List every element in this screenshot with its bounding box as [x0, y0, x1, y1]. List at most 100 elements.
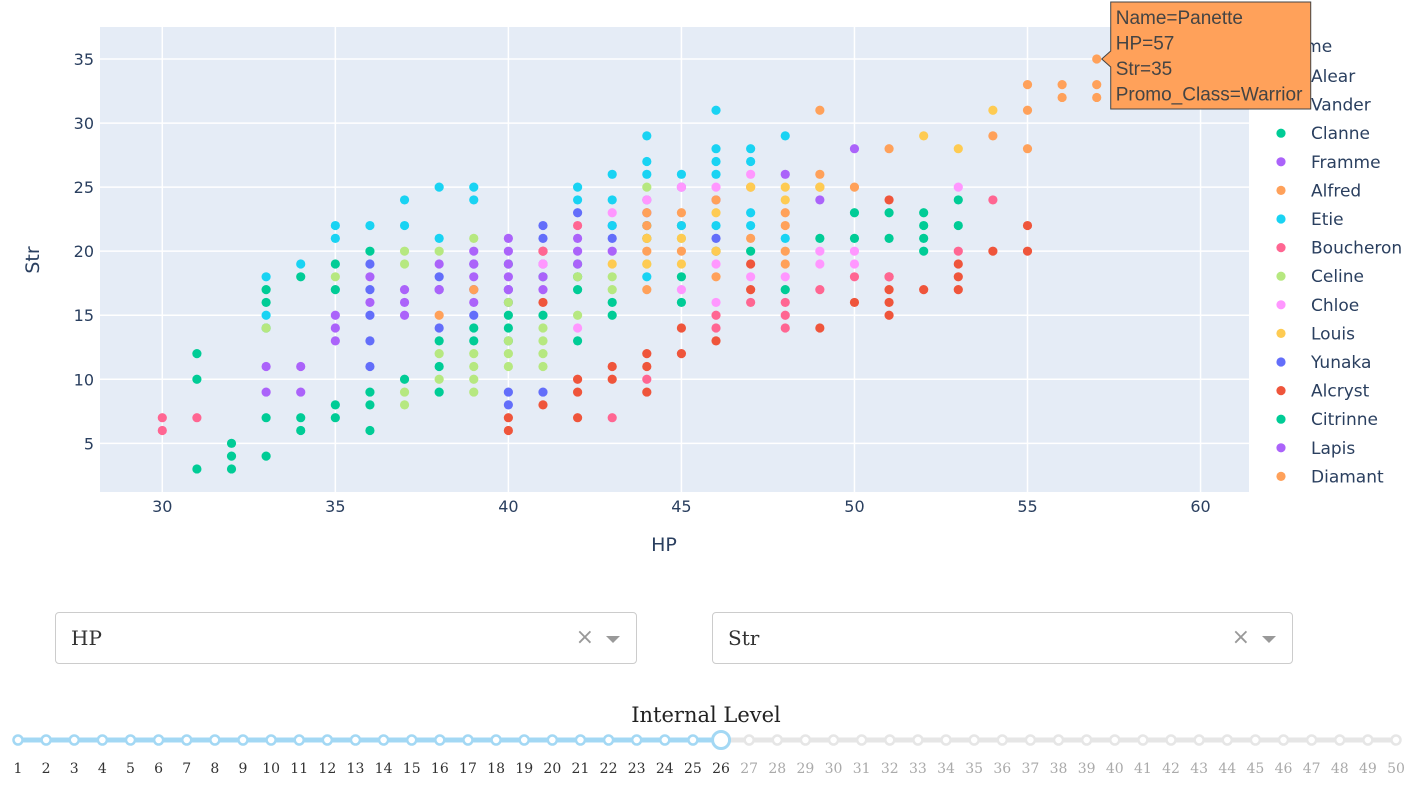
slider-step-dot[interactable]: [96, 734, 109, 746]
data-point[interactable]: [884, 285, 894, 295]
data-point[interactable]: [399, 195, 410, 205]
data-point[interactable]: [365, 259, 375, 269]
data-point[interactable]: [746, 156, 756, 167]
slider-mark-label[interactable]: 22: [600, 761, 618, 777]
slider-mark-label[interactable]: 40: [1106, 761, 1124, 777]
slider-step-dot[interactable]: [827, 734, 840, 746]
data-point[interactable]: [607, 195, 617, 205]
data-point[interactable]: [988, 195, 998, 205]
data-point[interactable]: [261, 387, 271, 397]
data-point[interactable]: [469, 310, 479, 320]
data-point[interactable]: [296, 272, 306, 282]
data-point[interactable]: [780, 259, 790, 269]
data-point[interactable]: [884, 310, 894, 320]
legend-item[interactable]: Etie: [1276, 210, 1344, 230]
data-point[interactable]: [538, 220, 548, 231]
data-point[interactable]: [572, 310, 583, 320]
data-point[interactable]: [711, 259, 721, 269]
slider-step-dot[interactable]: [124, 734, 137, 746]
slider-mark-label[interactable]: 1: [14, 761, 23, 777]
data-point[interactable]: [538, 336, 548, 346]
data-point[interactable]: [503, 285, 513, 295]
slider-mark-label[interactable]: 38: [1050, 761, 1068, 777]
data-point[interactable]: [330, 220, 340, 231]
data-points[interactable]: [157, 54, 1102, 474]
data-point[interactable]: [780, 323, 790, 333]
data-point[interactable]: [503, 246, 513, 256]
legend-item[interactable]: Alfred: [1276, 181, 1361, 201]
data-point[interactable]: [746, 259, 756, 269]
data-point[interactable]: [746, 233, 756, 243]
data-point[interactable]: [988, 105, 998, 115]
data-point[interactable]: [815, 246, 825, 256]
slider-mark-label[interactable]: 37: [1021, 761, 1039, 777]
slider-mark-label[interactable]: 2: [42, 761, 51, 777]
data-point[interactable]: [711, 323, 721, 333]
slider-step-dot[interactable]: [996, 734, 1009, 746]
slider-step-dot[interactable]: [68, 734, 80, 746]
data-point[interactable]: [469, 259, 479, 269]
slider-mark-label[interactable]: 41: [1134, 761, 1152, 777]
slider-step-dot[interactable]: [1277, 734, 1290, 746]
data-point[interactable]: [919, 285, 929, 295]
slider-mark-label[interactable]: 49: [1359, 761, 1377, 777]
slider-step-dot[interactable]: [743, 734, 755, 746]
slider-mark-label[interactable]: 14: [375, 761, 393, 777]
data-point[interactable]: [330, 285, 340, 295]
slider-mark-label[interactable]: 17: [459, 761, 477, 777]
legend-item[interactable]: Diamant: [1276, 467, 1384, 487]
data-point[interactable]: [296, 387, 306, 397]
data-point[interactable]: [572, 387, 583, 397]
data-point[interactable]: [711, 182, 721, 192]
legend[interactable]: NameAlearVanderClanneFrammeAlfredEtieBou…: [1276, 37, 1402, 487]
data-point[interactable]: [261, 361, 271, 372]
data-point[interactable]: [503, 272, 513, 282]
data-point[interactable]: [1092, 54, 1102, 64]
slider-step-dot[interactable]: [1362, 734, 1374, 746]
data-point[interactable]: [780, 272, 790, 282]
data-point[interactable]: [1022, 246, 1033, 256]
data-point[interactable]: [399, 246, 410, 256]
data-point[interactable]: [780, 208, 790, 218]
data-point[interactable]: [469, 285, 479, 295]
data-point[interactable]: [399, 400, 410, 410]
slider-step-dot[interactable]: [1305, 734, 1318, 746]
data-point[interactable]: [572, 208, 583, 218]
data-point[interactable]: [572, 374, 583, 384]
data-point[interactable]: [192, 374, 202, 384]
data-point[interactable]: [607, 259, 617, 269]
data-point[interactable]: [1057, 80, 1067, 90]
data-point[interactable]: [642, 233, 652, 243]
data-point[interactable]: [434, 336, 444, 346]
data-point[interactable]: [399, 374, 410, 384]
data-point[interactable]: [538, 400, 548, 410]
data-point[interactable]: [469, 361, 479, 372]
slider-step-dot[interactable]: [968, 734, 980, 746]
data-point[interactable]: [815, 195, 825, 205]
x-axis-dropdown[interactable]: HP ×: [55, 612, 637, 664]
data-point[interactable]: [953, 285, 963, 295]
slider-handle[interactable]: [711, 730, 732, 750]
data-point[interactable]: [572, 285, 583, 295]
slider-step-dot[interactable]: [1334, 734, 1346, 746]
data-point[interactable]: [607, 310, 617, 320]
slider-mark-label[interactable]: 50: [1387, 761, 1405, 777]
legend-item[interactable]: Celine: [1276, 267, 1364, 287]
data-point[interactable]: [330, 400, 340, 410]
data-point[interactable]: [642, 349, 652, 359]
data-point[interactable]: [330, 323, 340, 333]
slider-mark-label[interactable]: 15: [403, 761, 421, 777]
data-point[interactable]: [607, 374, 617, 384]
data-point[interactable]: [746, 297, 756, 308]
legend-item[interactable]: Chloe: [1276, 296, 1359, 316]
legend-item[interactable]: Framme: [1276, 153, 1381, 173]
legend-item[interactable]: Boucheron: [1276, 239, 1402, 259]
slider-mark-label[interactable]: 44: [1218, 761, 1236, 777]
chevron-down-icon[interactable]: [606, 636, 620, 643]
slider-step-dot[interactable]: [1024, 734, 1037, 746]
data-point[interactable]: [642, 220, 652, 231]
slider-step-dot[interactable]: [180, 734, 193, 746]
data-point[interactable]: [365, 310, 375, 320]
data-point[interactable]: [503, 425, 513, 436]
data-point[interactable]: [746, 220, 756, 231]
